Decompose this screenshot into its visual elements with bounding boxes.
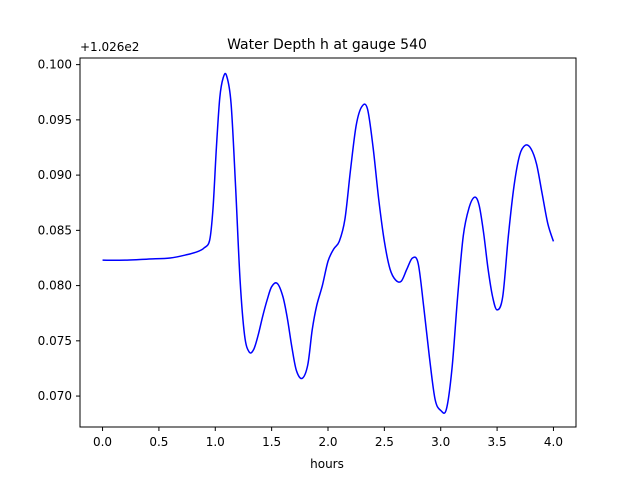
series-line bbox=[102, 72, 555, 414]
x-tick-label: 1.0 bbox=[206, 435, 225, 449]
x-tick-label: 3.5 bbox=[488, 435, 507, 449]
x-tick-label: 0.5 bbox=[149, 435, 168, 449]
x-axis-label: hours bbox=[310, 457, 344, 471]
x-tick-label: 4.0 bbox=[544, 435, 563, 449]
y-axis-offset-label: +1.026e2 bbox=[80, 40, 139, 54]
x-tick-label: 2.5 bbox=[375, 435, 394, 449]
x-tick-label: 1.5 bbox=[262, 435, 281, 449]
x-tick-label: 3.0 bbox=[431, 435, 450, 449]
y-tick-label: 0.090 bbox=[38, 168, 72, 182]
y-tick-label: 0.085 bbox=[38, 223, 72, 237]
x-axis-ticks: 0.0 0.5 1.0 1.5 2.0 2.5 3.0 3.5 4.0 bbox=[93, 427, 563, 449]
y-tick-label: 0.075 bbox=[38, 334, 72, 348]
y-tick-label: 0.070 bbox=[38, 389, 72, 403]
plot-area bbox=[102, 72, 555, 414]
chart-title: Water Depth h at gauge 540 bbox=[227, 37, 427, 53]
y-tick-label: 0.080 bbox=[38, 279, 72, 293]
plot-frame bbox=[79, 57, 577, 428]
y-axis-ticks: 0.070 0.075 0.080 0.085 0.090 0.095 0.100 bbox=[38, 58, 80, 403]
x-tick-label: 0.0 bbox=[93, 435, 112, 449]
x-tick-label: 2.0 bbox=[318, 435, 337, 449]
y-tick-label: 0.095 bbox=[38, 113, 72, 127]
y-tick-label: 0.100 bbox=[38, 58, 72, 72]
